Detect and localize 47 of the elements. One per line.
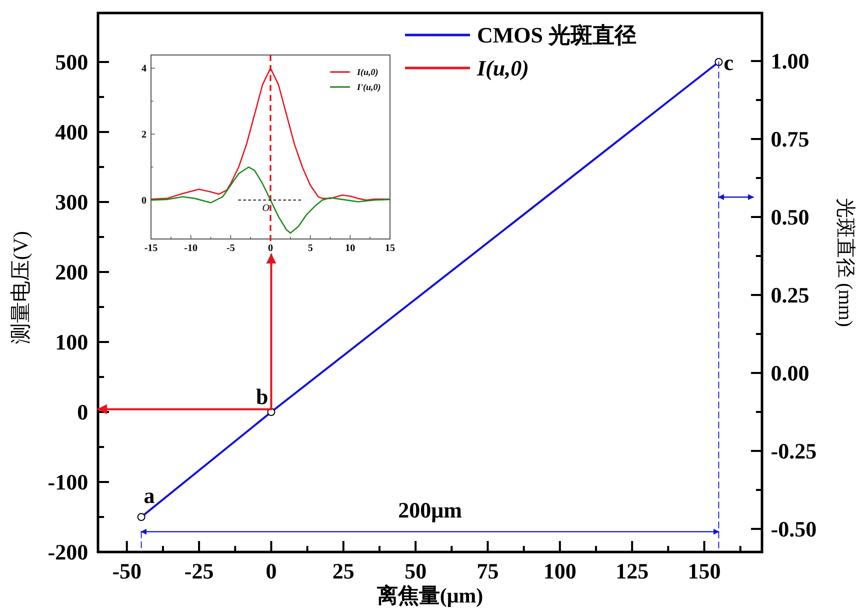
y-tick-label: 100 [55, 330, 88, 355]
y2-tick-label: 0.00 [770, 360, 810, 386]
legend-label: I'(u,0) [356, 82, 381, 92]
x-tick-label: 15 [385, 243, 395, 254]
x-tick-label: 50 [404, 558, 427, 584]
annotation: 200μm [398, 498, 462, 523]
y-tick-label: 400 [55, 120, 88, 145]
x-tick-label: -5 [226, 243, 235, 254]
x-tick-label: 0 [268, 243, 273, 254]
y-tick-label: -200 [48, 540, 88, 565]
y2-tick-label: 0.75 [770, 126, 810, 152]
x-axis-title: 离焦量(μm) [376, 584, 484, 608]
y-axis-title: 测量电压(V) [8, 230, 33, 344]
x-tick-label: 100 [543, 558, 576, 584]
y2-tick-label: -0.25 [770, 438, 817, 464]
x-tick-label: 10 [345, 243, 356, 254]
x-tick-label: 75 [476, 558, 499, 584]
y-tick-label: 0 [77, 400, 88, 425]
y2-axis-title: 光斑直径 (mm) [834, 198, 856, 327]
line-series [150, 166, 391, 234]
x-tick-label: 150 [688, 558, 721, 584]
y2-tick-label: 1.00 [770, 48, 810, 74]
legend-label: I(u,0) [476, 56, 529, 81]
y-tick-label: 200 [55, 260, 88, 285]
y-tick-label: -100 [48, 470, 88, 495]
y-tick-label: 300 [55, 190, 88, 215]
y-tick-label: 2 [142, 130, 146, 141]
legend-label: CMOS 光斑直径 [477, 22, 636, 48]
y-tick-label: 4 [142, 64, 146, 75]
annotation: a [144, 483, 155, 508]
y2-tick-label: 0.50 [770, 204, 810, 230]
y2-tick-label: -0.50 [770, 516, 817, 542]
legend-label: I(u,0) [356, 67, 378, 78]
annotation: c [724, 50, 734, 75]
x-tick-label: -15 [144, 243, 158, 254]
x-tick-label: 125 [616, 558, 649, 584]
y-tick-label: 0 [142, 196, 146, 207]
x-tick-label: 0 [266, 558, 277, 584]
y-tick-label: 500 [55, 50, 88, 75]
x-tick-label: -25 [184, 558, 214, 584]
annotation: O [262, 203, 270, 214]
y2-tick-label: 0.25 [770, 282, 810, 308]
x-tick-label: -10 [184, 243, 198, 254]
x-tick-label: 25 [332, 558, 354, 584]
x-tick-label: 5 [308, 243, 313, 254]
x-tick-label: -50 [112, 558, 142, 584]
annotation: b [256, 384, 268, 409]
